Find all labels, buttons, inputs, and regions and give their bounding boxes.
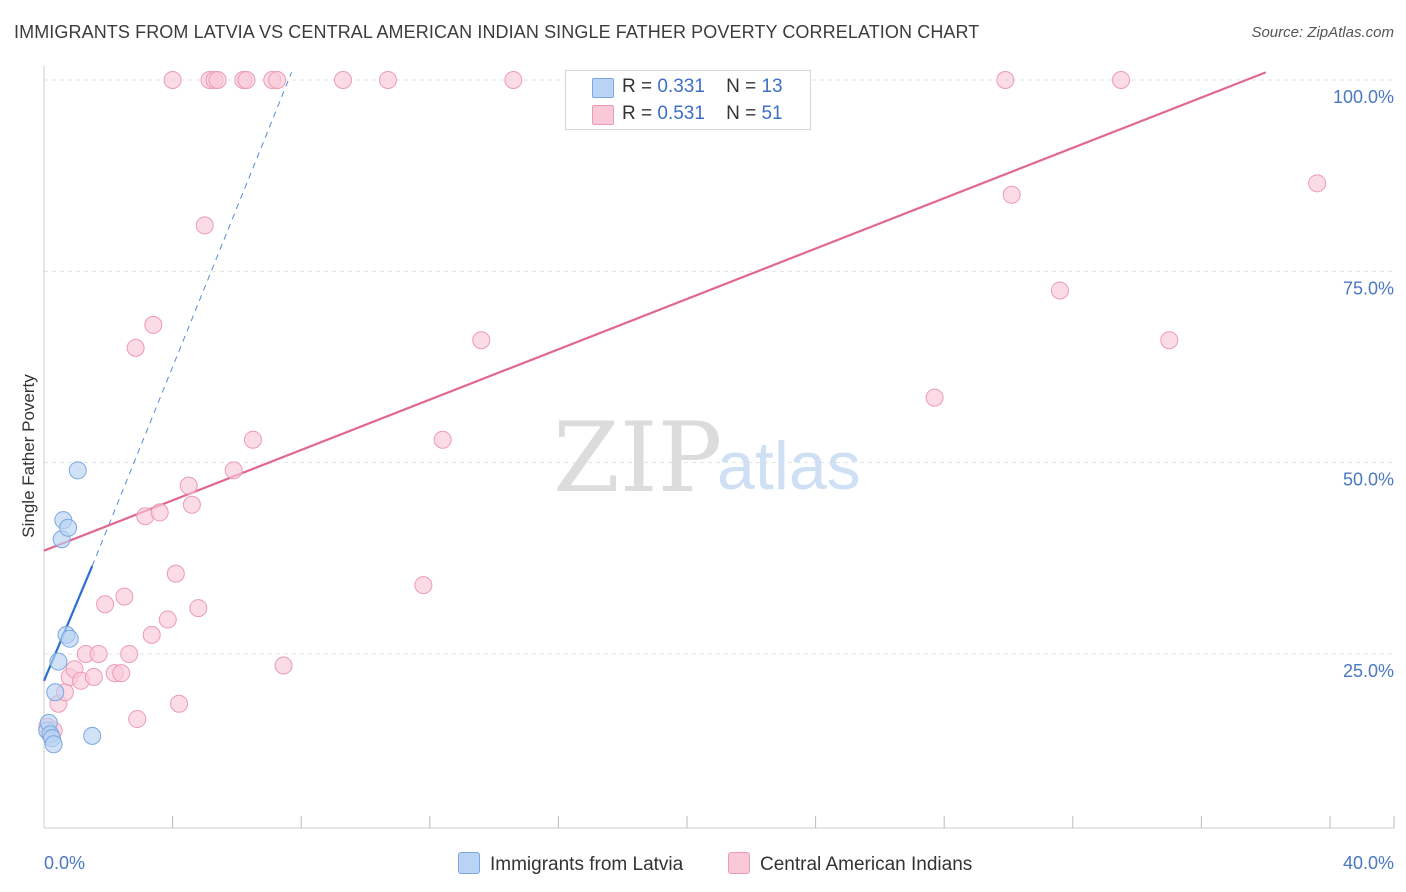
data-point bbox=[414, 576, 433, 595]
bottom-legend-label-central-american: Central American Indians bbox=[760, 854, 973, 875]
data-point bbox=[182, 495, 201, 514]
trend-line-dashed bbox=[91, 72, 293, 567]
bottom-legend-central-american: Central American Indians bbox=[728, 852, 972, 876]
legend-n-label: N = bbox=[726, 76, 757, 97]
data-point bbox=[46, 683, 65, 702]
data-point bbox=[60, 629, 79, 648]
legend-n-value: 13 bbox=[761, 76, 783, 97]
legend-text-latvia: R = 0.331 N = 13 bbox=[622, 76, 783, 98]
legend-text-central-american: R = 0.531 N = 51 bbox=[622, 103, 783, 125]
data-point bbox=[1050, 281, 1069, 300]
data-point bbox=[59, 518, 78, 537]
y-tick-label: 100.0% bbox=[1333, 87, 1394, 107]
data-point bbox=[49, 652, 68, 671]
legend-r-value: 0.531 bbox=[657, 103, 705, 124]
data-point bbox=[243, 430, 262, 449]
legend-n-value: 51 bbox=[761, 103, 783, 124]
data-point bbox=[333, 71, 352, 89]
x-tick-label: 40.0% bbox=[1343, 853, 1394, 873]
data-point bbox=[44, 735, 63, 754]
legend-n-label: N = bbox=[726, 103, 757, 124]
data-point bbox=[144, 315, 163, 334]
data-point bbox=[1002, 185, 1021, 204]
data-point bbox=[504, 71, 523, 89]
legend-r-label: R = bbox=[622, 76, 653, 97]
bottom-legend-latvia: Immigrants from Latvia bbox=[458, 852, 683, 876]
data-point bbox=[433, 430, 452, 449]
legend-r-label: R = bbox=[622, 103, 653, 124]
data-point bbox=[142, 625, 161, 644]
data-point bbox=[195, 216, 214, 235]
legend-swatch-pink bbox=[592, 105, 614, 125]
y-tick-label: 75.0% bbox=[1343, 278, 1394, 298]
data-point bbox=[126, 338, 145, 357]
data-point bbox=[96, 595, 115, 614]
trend-lines bbox=[42, 71, 1267, 682]
data-point bbox=[68, 461, 87, 480]
data-point bbox=[115, 587, 134, 606]
data-point bbox=[208, 71, 227, 89]
data-point bbox=[89, 645, 108, 663]
watermark-zip: ZIP bbox=[553, 402, 722, 514]
axes bbox=[43, 66, 1395, 829]
bottom-legend-swatch-blue bbox=[458, 852, 480, 874]
y-tick-label: 50.0% bbox=[1343, 470, 1394, 490]
data-point bbox=[120, 645, 139, 663]
watermark-atlas: atlas bbox=[717, 428, 861, 504]
data-point bbox=[379, 71, 398, 89]
data-point bbox=[158, 610, 177, 629]
data-point bbox=[996, 71, 1015, 89]
data-point bbox=[925, 388, 944, 407]
trend-line bbox=[43, 71, 1267, 552]
data-point bbox=[224, 461, 243, 480]
data-point bbox=[128, 710, 147, 729]
y-tick-label: 25.0% bbox=[1343, 661, 1394, 681]
data-points bbox=[38, 71, 1327, 754]
data-point bbox=[179, 476, 198, 495]
bottom-legend-label-latvia: Immigrants from Latvia bbox=[490, 854, 684, 875]
data-point bbox=[84, 667, 103, 686]
legend-swatch-blue bbox=[592, 78, 614, 98]
tick-labels: 25.0% 50.0% 75.0% 100.0% 0.0% 40.0% bbox=[44, 87, 1394, 873]
data-point bbox=[189, 599, 208, 618]
chart-title: IMMIGRANTS FROM LATVIA VS CENTRAL AMERIC… bbox=[14, 22, 980, 42]
y-axis-label: Single Father Poverty bbox=[19, 374, 38, 538]
data-point bbox=[1308, 174, 1327, 193]
data-point bbox=[150, 503, 169, 522]
bottom-legend-swatch-pink bbox=[728, 852, 750, 874]
legend-r-value: 0.331 bbox=[657, 76, 705, 97]
data-point bbox=[472, 331, 491, 350]
data-point bbox=[163, 71, 182, 89]
correlation-legend: R = 0.331 N = 13 R = 0.531 N = 51 bbox=[565, 70, 811, 130]
x-tick-label: 0.0% bbox=[44, 853, 85, 873]
data-point bbox=[170, 694, 189, 713]
data-point bbox=[83, 726, 102, 745]
data-point bbox=[166, 564, 185, 583]
data-point bbox=[274, 656, 293, 675]
data-point bbox=[268, 71, 287, 89]
source-credit: Source: ZipAtlas.com bbox=[1251, 24, 1394, 41]
grid-lines bbox=[44, 79, 1394, 655]
data-point bbox=[1160, 331, 1179, 350]
data-point bbox=[112, 664, 131, 683]
watermark: ZIP atlas bbox=[553, 402, 861, 514]
data-point bbox=[237, 71, 256, 89]
data-point bbox=[1112, 71, 1131, 89]
